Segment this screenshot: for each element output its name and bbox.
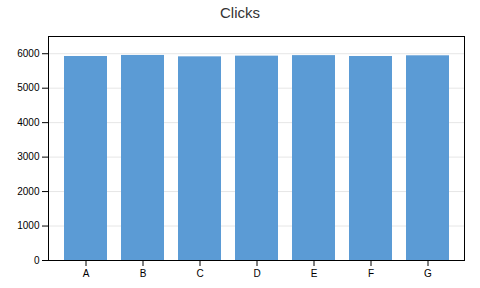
svg-text:0: 0 [34,255,40,266]
svg-text:2000: 2000 [17,186,40,197]
svg-text:6000: 6000 [17,48,40,59]
svg-text:G: G [424,268,432,279]
svg-text:4000: 4000 [17,117,40,128]
svg-text:3000: 3000 [17,151,40,162]
html-text:Clicks: Clicks [220,4,260,21]
svg-text:5000: 5000 [17,82,40,93]
svg-text:E: E [311,268,318,279]
svg-text:D: D [253,268,260,279]
svg-text:1000: 1000 [17,220,40,231]
svg-text:C: C [196,268,203,279]
svg-text:A: A [83,268,90,279]
svg-text:F: F [368,268,374,279]
svg-text:B: B [140,268,147,279]
